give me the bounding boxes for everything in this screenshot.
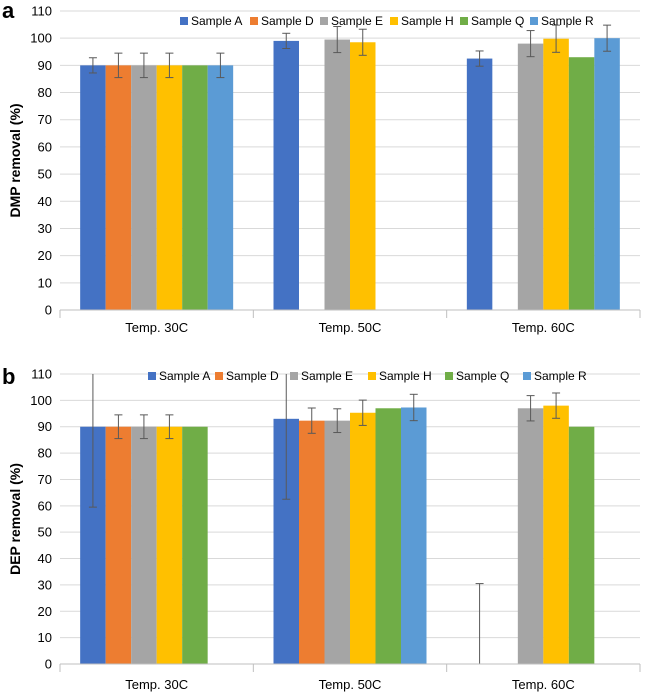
y-tick-label: 0 xyxy=(45,303,52,318)
legend-label: Sample E xyxy=(331,14,383,28)
y-tick-label: 10 xyxy=(38,275,52,290)
legend-swatch xyxy=(320,17,328,25)
legend-swatch xyxy=(215,372,223,380)
y-axis-title: DMP removal (%) xyxy=(7,103,23,217)
x-category-label: Temp. 50C xyxy=(319,320,382,335)
bar xyxy=(182,65,208,310)
bar xyxy=(543,38,569,310)
y-tick-label: 70 xyxy=(38,472,52,487)
y-tick-label: 30 xyxy=(38,577,52,592)
legend-swatch xyxy=(530,17,538,25)
legend-label: Sample E xyxy=(301,369,353,383)
legend-label: Sample R xyxy=(534,369,587,383)
legend-label: Sample A xyxy=(191,14,242,28)
bar xyxy=(273,40,299,311)
x-category-label: Temp. 30C xyxy=(125,320,188,335)
legend-swatch xyxy=(250,17,258,25)
y-tick-label: 80 xyxy=(38,446,52,461)
bar xyxy=(207,65,234,310)
legend-label: Sample H xyxy=(379,369,432,383)
legend-swatch xyxy=(460,17,468,25)
legend-swatch xyxy=(445,372,453,380)
bar xyxy=(375,408,401,664)
y-tick-label: 80 xyxy=(38,85,52,100)
y-tick-label: 10 xyxy=(38,630,52,645)
bar xyxy=(568,426,595,664)
bar xyxy=(350,42,376,310)
y-axis-title: DEP removal (%) xyxy=(7,463,23,575)
legend-swatch xyxy=(148,372,156,380)
y-tick-label: 40 xyxy=(38,551,52,566)
legend-swatch xyxy=(523,372,531,380)
bar xyxy=(299,420,325,664)
bar xyxy=(182,426,208,664)
bar xyxy=(156,426,183,664)
x-category-label: Temp. 50C xyxy=(319,677,382,692)
panel-label: a xyxy=(2,0,15,23)
legend-label: Sample Q xyxy=(471,14,524,28)
bar xyxy=(401,407,427,664)
y-tick-label: 30 xyxy=(38,221,52,236)
panel-b: b 0 10 20 30 40 50 60 70 80 90 100 110 Temp. 30C Temp… xyxy=(2,364,641,692)
legend-swatch xyxy=(290,372,298,380)
legend-swatch xyxy=(390,17,398,25)
y-tick-label: 40 xyxy=(38,194,52,209)
bar xyxy=(131,65,157,310)
legend-label: Sample D xyxy=(226,369,279,383)
bar xyxy=(105,65,132,310)
x-category-label: Temp. 30C xyxy=(125,677,188,692)
bar xyxy=(324,39,350,311)
y-tick-label: 20 xyxy=(38,248,52,263)
y-tick-label: 60 xyxy=(38,498,52,513)
x-category-label: Temp. 60C xyxy=(512,320,575,335)
y-tick-label: 50 xyxy=(38,167,52,182)
y-tick-label: 110 xyxy=(31,4,52,19)
panel-label: b xyxy=(2,364,15,389)
legend-label: Sample R xyxy=(541,14,594,28)
bar xyxy=(568,57,595,310)
legend-swatch xyxy=(368,372,376,380)
legend-label: Sample A xyxy=(159,369,210,383)
y-tick-label: 0 xyxy=(45,657,52,672)
legend-label: Sample D xyxy=(261,14,314,28)
y-tick-label: 110 xyxy=(31,367,52,382)
y-tick-label: 50 xyxy=(38,525,52,540)
bar xyxy=(105,426,132,664)
bar xyxy=(156,65,183,310)
bar xyxy=(324,420,350,664)
bar xyxy=(131,426,157,664)
bar xyxy=(543,405,569,664)
legend-label: Sample H xyxy=(401,14,454,28)
y-tick-label: 90 xyxy=(38,58,52,73)
x-category-label: Temp. 60C xyxy=(512,677,575,692)
bar xyxy=(350,412,376,664)
y-tick-label: 100 xyxy=(30,31,52,46)
y-tick-label: 20 xyxy=(38,604,52,619)
bar xyxy=(80,65,106,310)
legend-swatch xyxy=(180,17,188,25)
legend-label: Sample Q xyxy=(456,369,509,383)
y-tick-label: 100 xyxy=(30,393,52,408)
y-tick-label: 60 xyxy=(38,139,52,154)
bar xyxy=(517,408,544,664)
bar xyxy=(517,43,544,310)
bar xyxy=(594,38,620,310)
bar xyxy=(466,58,493,311)
panel-a: a 0 10 20 30 40 50 60 70 80 90 100 110 Temp. 30C Temp… xyxy=(2,0,641,335)
y-tick-label: 90 xyxy=(38,419,52,434)
y-tick-label: 70 xyxy=(38,112,52,127)
